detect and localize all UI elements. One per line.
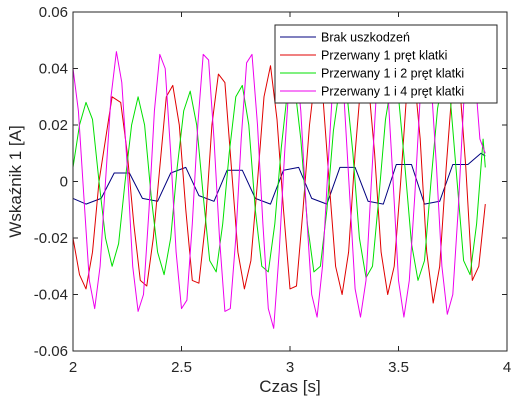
y-tick-label: 0.06 bbox=[39, 4, 68, 21]
legend-label-4: Przerwany 1 i 4 pręt klatki bbox=[321, 85, 464, 99]
legend-label-3: Przerwany 1 i 2 pręt klatki bbox=[321, 67, 464, 81]
y-axis-label: Wskaźnik 1 [A] bbox=[6, 125, 25, 237]
ticks-layer: 2 2.5 3 3.5 4 -0.06 -0.04 -0.02 0 0.02 0.04 0.06 bbox=[34, 4, 511, 376]
series-line-2 bbox=[72, 65, 486, 304]
x-tick-label: 3 bbox=[286, 359, 294, 376]
x-axis-label: Czas [s] bbox=[259, 377, 320, 396]
x-tick-label: 2 bbox=[69, 359, 77, 376]
x-tick-label: 2.5 bbox=[171, 359, 192, 376]
y-tick-label: 0.04 bbox=[39, 61, 68, 78]
y-tick-label: -0.04 bbox=[34, 287, 68, 304]
legend-label-1: Brak uszkodzeń bbox=[321, 31, 410, 45]
y-tick-label: 0 bbox=[60, 174, 68, 191]
x-tick-label: 3.5 bbox=[388, 359, 409, 376]
y-tick-label: -0.02 bbox=[34, 230, 68, 247]
y-tick-label: -0.06 bbox=[34, 343, 68, 360]
legend: Brak uszkodzeń Przerwany 1 pręt klatki Prz… bbox=[274, 24, 498, 104]
legend-label-2: Przerwany 1 pręt klatki bbox=[321, 49, 447, 63]
legend-box bbox=[274, 24, 498, 104]
series-line-4 bbox=[72, 51, 486, 329]
series-layer bbox=[72, 51, 486, 329]
y-tick-label: 0.02 bbox=[39, 117, 68, 134]
series-line-3 bbox=[72, 73, 486, 281]
x-tick-label: 4 bbox=[503, 359, 511, 376]
